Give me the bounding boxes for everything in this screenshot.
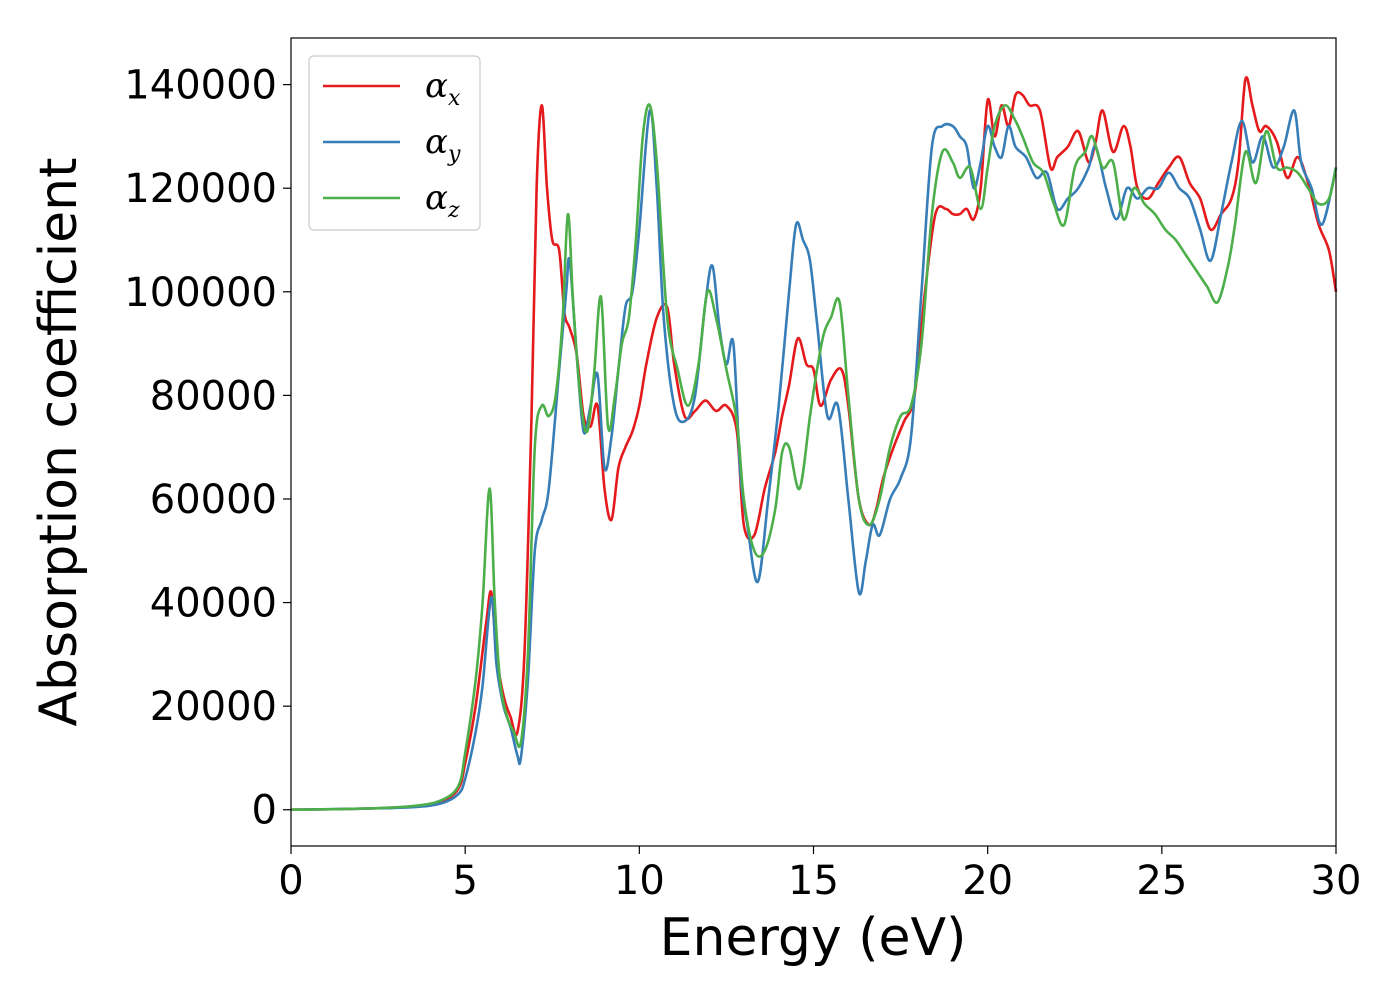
x-tick-label: 0 <box>278 858 303 904</box>
x-tick-label: 25 <box>1136 858 1187 904</box>
y-tick-label: 20000 <box>150 684 277 730</box>
legend: αx αy αz <box>308 55 481 231</box>
x-tick-label: 20 <box>962 858 1013 904</box>
x-tick-label: 10 <box>614 858 665 904</box>
x-tick-label: 15 <box>788 858 839 904</box>
y-tick-label: 60000 <box>150 477 277 523</box>
series-line-alpha-y <box>290 108 1338 811</box>
y-tick-label: 40000 <box>150 581 277 627</box>
x-tick-label: 30 <box>1311 858 1362 904</box>
legend-label-alpha-z: αz <box>425 178 460 223</box>
legend-label-alpha-x: αx <box>425 66 461 111</box>
series-line-alpha-z <box>290 103 1338 811</box>
legend-label-alpha-y: αy <box>425 122 461 167</box>
y-axis-title: Absorption coefficient <box>29 157 89 726</box>
y-tick-label: 100000 <box>124 270 277 316</box>
series-layer <box>290 76 1338 811</box>
y-tick-label: 120000 <box>124 166 277 212</box>
x-tick-label: 5 <box>452 858 477 904</box>
series-line-alpha-x <box>290 76 1338 811</box>
y-tick-label: 80000 <box>150 373 277 419</box>
x-axis-ticks: 0 5 10 15 20 25 30 <box>278 846 1361 904</box>
y-axis-ticks: 0 20000 40000 60000 80000 100000 120000 140000 <box>124 63 291 834</box>
y-tick-label: 0 <box>252 788 277 834</box>
x-axis-title: Energy (eV) <box>660 908 967 968</box>
y-tick-label: 140000 <box>124 63 277 109</box>
